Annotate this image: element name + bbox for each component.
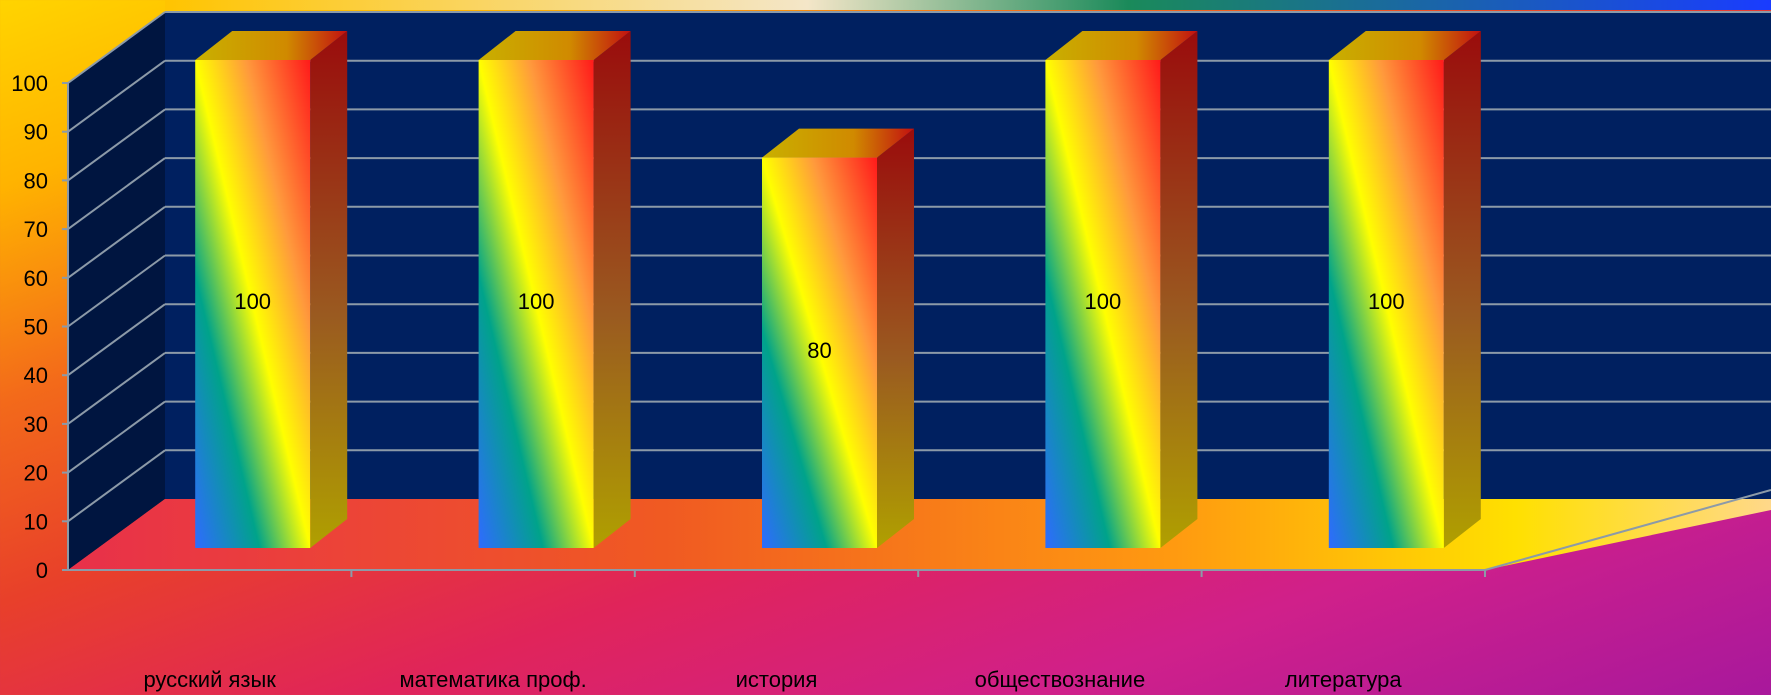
bar[interactable] — [1328, 31, 1481, 548]
bar-top-face — [762, 128, 914, 158]
x-category-label: обществознание — [975, 667, 1146, 692]
bar-front-face — [1045, 60, 1161, 548]
data-label: 100 — [518, 289, 555, 314]
bar-top-face — [195, 31, 348, 60]
bar-front-face — [1328, 60, 1444, 548]
bar-side-face — [877, 128, 914, 548]
data-label: 100 — [1368, 289, 1405, 314]
bar[interactable] — [762, 128, 914, 548]
y-tick-label: 90 — [24, 120, 48, 145]
bar-front-face — [478, 60, 594, 548]
y-tick-label: 40 — [24, 363, 48, 388]
x-category-label: русский язык — [143, 667, 276, 692]
bar[interactable] — [1045, 31, 1198, 548]
y-tick-label: 70 — [24, 217, 48, 242]
floor-edge-line — [1484, 489, 1771, 571]
gridline-side — [67, 108, 166, 182]
bar-side-face — [310, 31, 348, 548]
gridline-side — [67, 157, 166, 230]
x-category-label: история — [736, 667, 818, 692]
x-category-label: литература — [1285, 667, 1402, 692]
y-tick-label: 0 — [36, 558, 48, 583]
bar-side-face — [1160, 31, 1198, 548]
gridline-side — [67, 254, 166, 328]
data-label: 100 — [1085, 289, 1122, 314]
bar-side-face — [1443, 31, 1481, 548]
bar-top-face — [1328, 31, 1481, 60]
gridline-side — [67, 400, 166, 474]
gridline-side — [67, 11, 166, 84]
data-label: 100 — [234, 289, 271, 314]
bar-top-face — [478, 31, 631, 60]
gridline-side — [67, 303, 166, 377]
y-tick-label: 60 — [24, 266, 48, 291]
gridline-side — [67, 352, 166, 425]
y-tick-label: 100 — [11, 71, 48, 96]
y-tick-label: 10 — [24, 509, 48, 534]
gridline-side — [67, 449, 166, 523]
bar-front-face — [762, 157, 877, 548]
gridline-side — [67, 59, 166, 133]
y-tick-label: 30 — [24, 412, 48, 437]
x-category-label: математика проф. — [399, 667, 586, 692]
bar-side-face — [593, 31, 631, 548]
bar[interactable] — [478, 31, 631, 548]
bar-top-face — [1045, 31, 1198, 60]
top-border-stripe — [165, 0, 1771, 10]
data-label: 80 — [807, 338, 831, 363]
y-tick-label: 20 — [24, 461, 48, 486]
y-tick-label: 80 — [24, 168, 48, 193]
y-tick-label: 50 — [24, 315, 48, 340]
gridline-side — [67, 205, 166, 279]
bar[interactable] — [195, 31, 348, 548]
bar-front-face — [195, 60, 311, 548]
